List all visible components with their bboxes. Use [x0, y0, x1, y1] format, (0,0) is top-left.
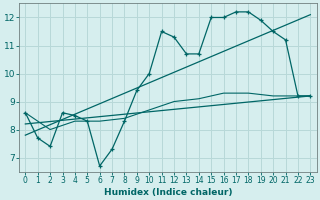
X-axis label: Humidex (Indice chaleur): Humidex (Indice chaleur) — [104, 188, 232, 197]
